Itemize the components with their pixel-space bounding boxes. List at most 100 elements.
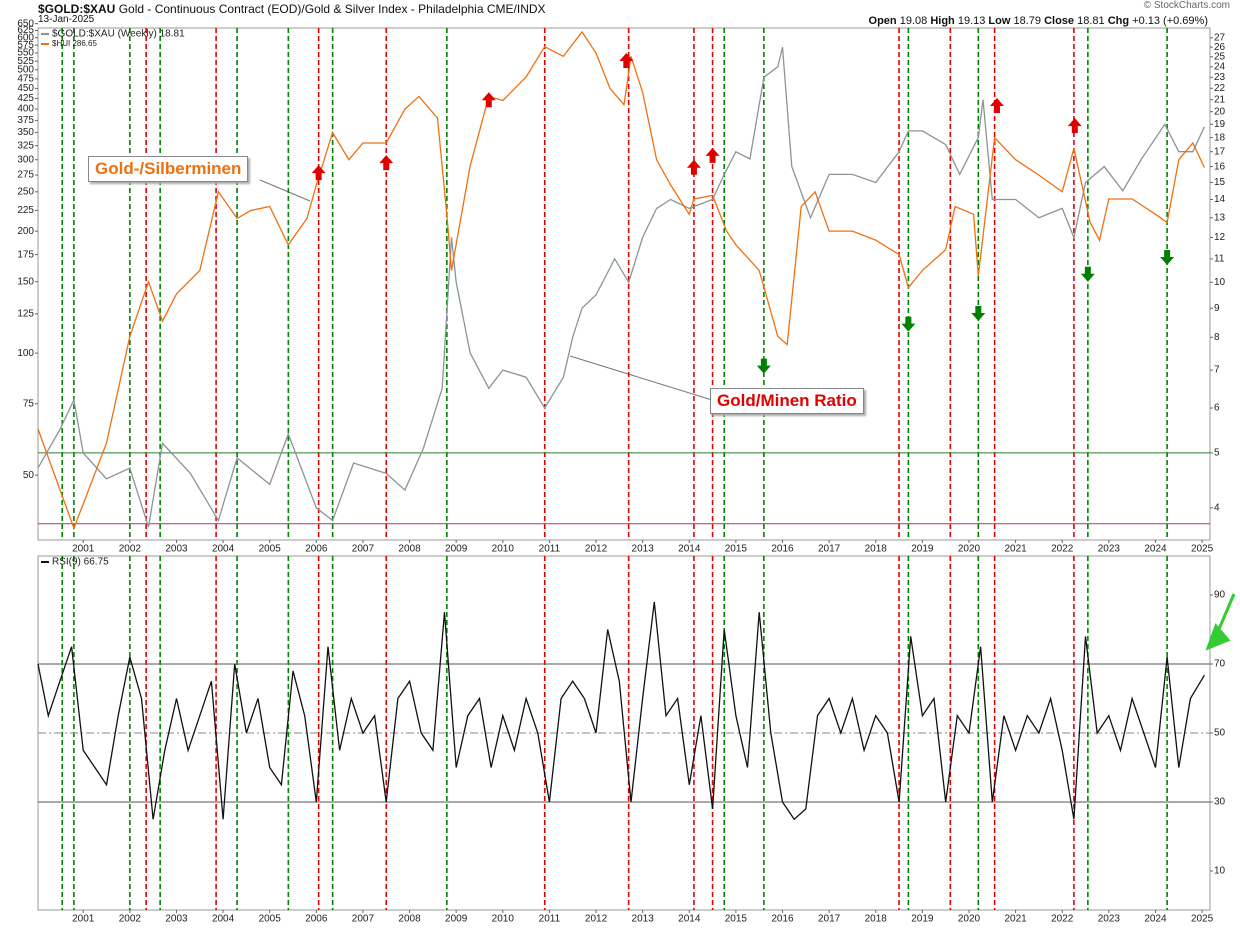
quote-value: 19.08 <box>899 15 928 27</box>
signal-arrow <box>1080 266 1095 282</box>
source: © StockCharts.com <box>1143 0 1230 11</box>
signal-arrow <box>989 98 1004 114</box>
y-tick-label: 475 <box>17 73 34 84</box>
y-tick-label: 525 <box>17 56 34 67</box>
x-tick-label: 2018 <box>865 914 888 925</box>
quote-label: Close <box>1044 15 1075 27</box>
x-tick-label: 2008 <box>398 544 421 555</box>
x-tick-label: 2022 <box>1051 544 1074 555</box>
y-tick-label: 625 <box>17 25 34 36</box>
y-tick-label: 19 <box>1214 119 1226 130</box>
x-tick-label: 2007 <box>352 544 375 555</box>
x-tick-label: 2003 <box>165 544 188 555</box>
y-tick-label: 11 <box>1214 253 1225 264</box>
y-tick-label: 7 <box>1214 365 1220 376</box>
x-tick-label: 2022 <box>1051 914 1074 925</box>
y-tick-label: 20 <box>1214 106 1226 117</box>
quote-label: Open <box>868 15 897 27</box>
y-tick-label: 400 <box>17 104 34 115</box>
series-line <box>37 601 1205 821</box>
legend-label: $GOLD:$XAU (Weekly) 18.81 <box>52 29 185 40</box>
y-tick-label: 250 <box>17 186 34 197</box>
quote-value: 18.81 <box>1077 15 1105 27</box>
y-tick-label: 425 <box>17 93 34 104</box>
y-tick-label: 12 <box>1214 232 1226 243</box>
x-tick-label: 2016 <box>771 544 794 555</box>
rsi-pointer-arrow <box>1205 593 1236 651</box>
x-tick-label: 2001 <box>72 544 95 555</box>
y-tick-label: 26 <box>1214 42 1226 53</box>
x-tick-label: 2015 <box>725 914 748 925</box>
signal-arrow <box>756 358 771 374</box>
date: 13-Jan-2025 <box>38 14 95 25</box>
signal-arrow <box>686 159 701 175</box>
series-line <box>37 46 1205 528</box>
x-tick-label: 2009 <box>445 544 468 555</box>
y-tick-label: 30 <box>1214 797 1226 808</box>
y-tick-label: 9 <box>1214 303 1220 314</box>
top-panel-frame <box>37 27 1211 541</box>
x-tick-label: 2002 <box>119 914 142 925</box>
x-tick-label: 2002 <box>119 544 142 555</box>
x-tick-label: 2023 <box>1098 544 1121 555</box>
y-tick-label: 18 <box>1214 132 1226 143</box>
y-tick-label: 6 <box>1214 403 1220 414</box>
y-tick-label: 10 <box>1214 277 1226 288</box>
legend-label: $HUI 286.65 <box>52 39 97 48</box>
y-tick-label: 70 <box>1214 659 1226 670</box>
y-tick-label: 300 <box>17 154 34 165</box>
symbol: $GOLD:$XAU <box>38 2 116 16</box>
signal-arrow <box>705 147 720 163</box>
x-tick-label: 2012 <box>585 544 608 555</box>
x-tick-label: 2015 <box>725 544 748 555</box>
series-line <box>37 30 1205 531</box>
quote-label: Low <box>988 15 1011 27</box>
y-tick-label: 25 <box>1214 51 1226 62</box>
y-tick-label: 13 <box>1214 212 1226 223</box>
y-tick-label: 600 <box>17 32 34 43</box>
x-tick-label: 2021 <box>1004 914 1027 925</box>
quote-value: 19.13 <box>957 15 986 27</box>
signal-arrow <box>1067 118 1082 134</box>
y-tick-label: 575 <box>17 40 34 51</box>
y-tick-label: 5 <box>1214 448 1220 459</box>
y-tick-label: 27 <box>1214 32 1226 43</box>
y-tick-label: 50 <box>1214 728 1226 739</box>
y-tick-label: 125 <box>17 309 34 320</box>
y-tick-label: 275 <box>17 170 34 181</box>
x-tick-label: 2012 <box>585 914 608 925</box>
signal-arrow <box>1160 249 1175 265</box>
y-tick-label: 21 <box>1214 94 1226 105</box>
x-tick-label: 2017 <box>818 914 841 925</box>
x-tick-label: 2007 <box>352 914 375 925</box>
y-tick-label: 500 <box>17 64 34 75</box>
quote: Open 19.08 High 19.13 Low 18.79 Close 18… <box>869 15 1208 27</box>
annotation-pointer <box>259 179 311 202</box>
x-tick-label: 2025 <box>1191 914 1214 925</box>
x-tick-label: 2018 <box>865 544 888 555</box>
y-tick-label: 24 <box>1214 61 1226 72</box>
quote-value: +0.13 (+0.69%) <box>1132 15 1208 27</box>
signal-arrow <box>311 165 326 181</box>
y-tick-label: 375 <box>17 115 34 126</box>
y-tick-label: 10 <box>1214 866 1226 877</box>
y-tick-label: 350 <box>17 127 34 138</box>
y-tick-label: 650 <box>17 18 34 29</box>
x-tick-label: 2017 <box>818 544 841 555</box>
x-tick-label: 2014 <box>678 544 701 555</box>
y-tick-label: 75 <box>23 398 35 409</box>
x-tick-label: 2005 <box>259 544 282 555</box>
y-tick-label: 150 <box>17 276 34 287</box>
x-tick-label: 2013 <box>632 914 655 925</box>
x-tick-label: 2020 <box>958 914 981 925</box>
y-tick-label: 14 <box>1214 194 1226 205</box>
y-tick-label: 50 <box>23 470 35 481</box>
x-tick-label: 2010 <box>492 544 515 555</box>
quote-label: High <box>930 15 955 27</box>
x-tick-label: 2010 <box>492 914 515 925</box>
header-line: $GOLD:$XAU Gold - Continuous Contract (E… <box>38 2 546 16</box>
annotation: Gold-/Silberminen <box>88 156 249 182</box>
annotation: Gold/Minen Ratio <box>710 388 864 414</box>
x-tick-label: 2024 <box>1144 914 1167 925</box>
